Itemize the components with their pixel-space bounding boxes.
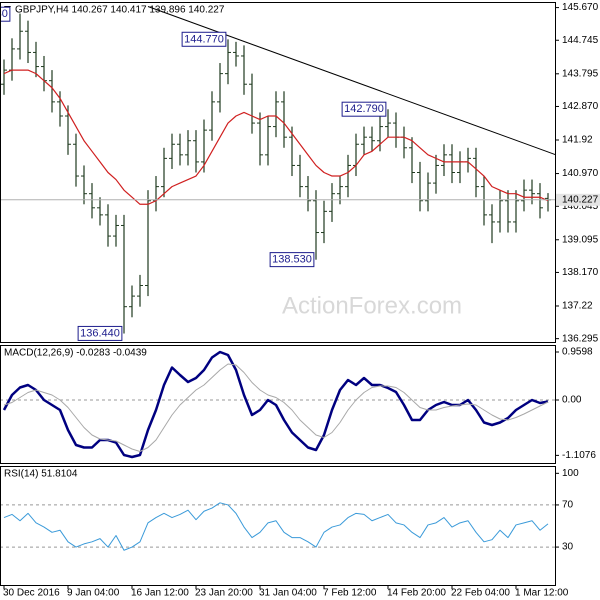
y-tick-label: 0.00: [562, 395, 582, 406]
panel-frame: [0, 2, 556, 343]
last-price-box: [556, 193, 600, 206]
annotation-box: [181, 31, 227, 47]
x-tick-label: 7 Feb 12:00: [323, 588, 377, 599]
y-tick-label: 140.045: [562, 201, 599, 212]
panel-frame: [0, 466, 556, 586]
last-price-label: 140.227: [562, 194, 599, 205]
annotation-label: 138.530: [272, 254, 312, 266]
y-tick-label: 141.92: [562, 135, 593, 146]
y-tick-label: 137.22: [562, 301, 593, 312]
y-tick-label: 142.870: [562, 101, 599, 112]
annotation-label: 142.790: [344, 103, 384, 115]
series-line: [3, 502, 549, 551]
y-tick-label: -1.1076: [562, 450, 596, 461]
panel-title: RSI(14) 51.8104: [4, 469, 78, 480]
y-tick-label: 144.745: [562, 35, 599, 46]
x-tick-label: 30 Dec 2016: [3, 588, 60, 599]
y-tick-label: 70: [562, 500, 574, 511]
annotation-label: 145.480: [0, 8, 8, 20]
y-tick-label: 145.670: [562, 2, 599, 13]
y-tick-label: 30: [562, 542, 574, 553]
annotation-box: [0, 6, 11, 22]
x-tick-label: 9 Jan 04:00: [67, 588, 120, 599]
trendline: [147, 6, 555, 156]
y-tick-label: 0.9598: [562, 347, 593, 358]
y-tick-label: 138.170: [562, 267, 599, 278]
title-background: [3, 347, 149, 359]
plot-area: [0, 502, 555, 551]
annotation-box: [341, 101, 387, 117]
title-background: [3, 468, 79, 480]
panel-title: MACD(12,26,9) -0.0283 -0.0439: [4, 348, 147, 359]
annotation-box: [269, 252, 315, 268]
plot-area: [0, 350, 555, 459]
panel-title: GBPJPY,H4 140.267 140.417 139.896 140.22…: [15, 5, 225, 16]
y-tick-label: 143.795: [562, 68, 599, 79]
panel-frame: [0, 345, 556, 464]
y-tick-label: 140.970: [562, 168, 599, 179]
annotation-label: 144.770: [184, 33, 224, 45]
x-tick-label: 31 Jan 04:00: [259, 588, 317, 599]
x-tick-label: 23 Jan 20:00: [195, 588, 253, 599]
annotation-label: 136.440: [80, 327, 120, 339]
moving-average: [3, 69, 549, 205]
annotation-box: [77, 325, 123, 341]
watermark: ActionForex.com: [282, 292, 462, 319]
x-tick-label: 1 Mar 12:00: [515, 588, 569, 599]
y-tick-label: 136.295: [562, 333, 599, 344]
x-tick-label: 14 Feb 20:00: [387, 588, 446, 599]
y-tick-label: 139.095: [562, 234, 599, 245]
x-tick-label: 16 Jan 12:00: [131, 588, 189, 599]
y-tick-label: 100: [562, 468, 579, 479]
series-line: [3, 363, 549, 452]
x-tick-label: 22 Feb 04:00: [451, 588, 510, 599]
plot-area: ActionForex.com: [0, 6, 555, 334]
